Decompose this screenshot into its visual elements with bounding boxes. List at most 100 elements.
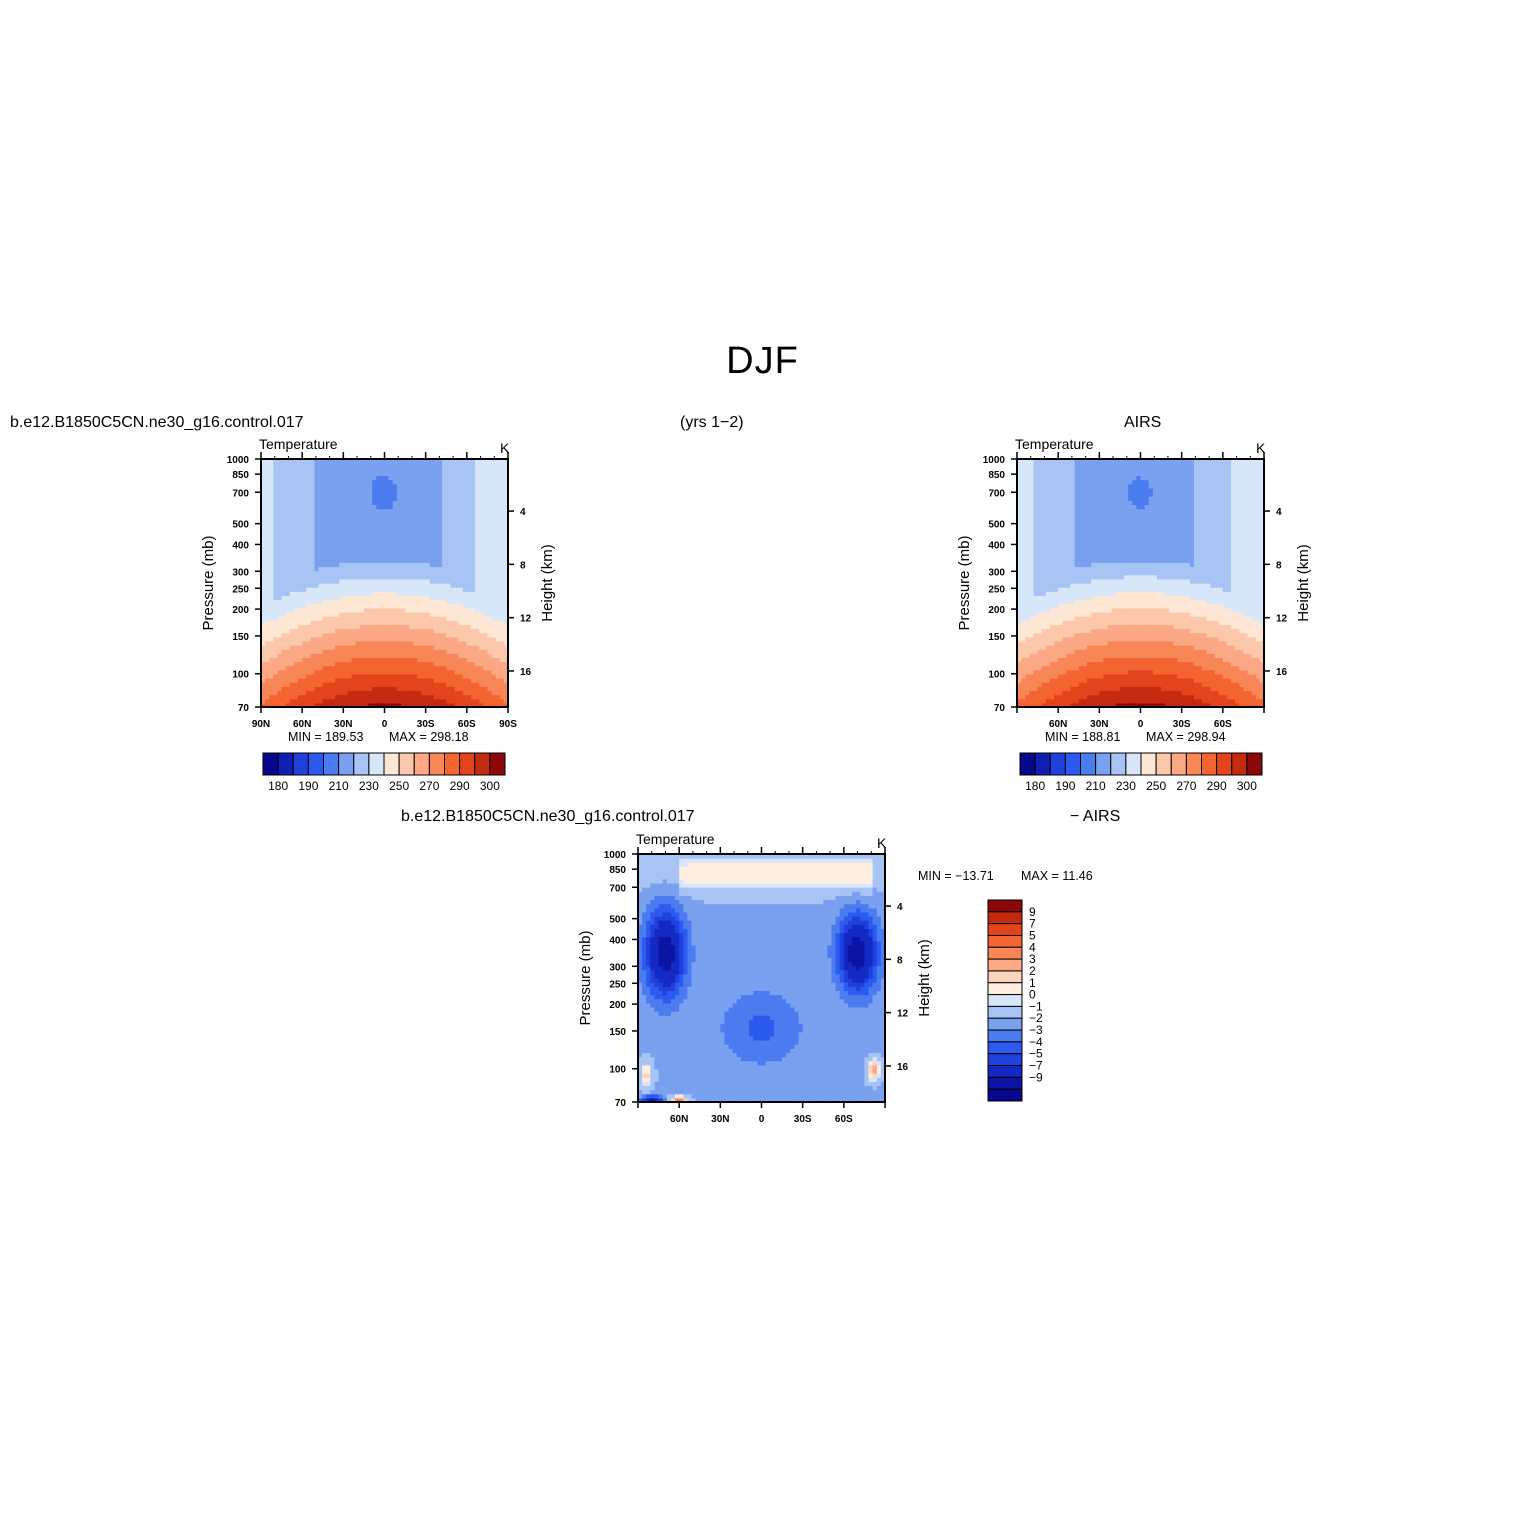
field-cell [306,487,311,493]
field-cell [458,549,464,555]
field-cell [384,624,390,630]
field-cell [1099,541,1105,547]
field-cell [392,500,398,506]
field-cell [1070,578,1076,584]
field-cell [454,640,460,646]
field-cell [372,583,377,588]
field-cell [503,673,509,679]
field-cell [1062,690,1067,696]
field-cell [372,525,377,530]
field-cell [400,640,406,646]
field-cell [392,463,398,468]
field-cell [1054,611,1059,617]
field-cell [372,537,377,543]
field-cell [1066,529,1072,534]
field-cell [458,496,464,501]
field-cell [495,541,501,547]
field-cell [335,570,340,576]
field-cell [1037,636,1043,642]
field-cell [1037,463,1043,468]
field-cell [491,496,497,501]
field-cell [1033,587,1039,592]
field-cell [442,624,447,630]
field-cell [1078,665,1084,671]
field-cell [1091,682,1096,687]
field-cell [446,690,451,696]
field-cell [1078,702,1084,708]
field-cell [322,521,328,526]
field-cell [483,508,489,514]
field-cell [1029,628,1035,634]
field-cell [438,475,443,481]
field-cell [326,562,332,568]
field-cell [281,628,287,634]
field-cell [409,541,414,547]
field-cell [310,620,316,625]
field-cell [1037,628,1043,634]
field-cell [1066,504,1072,510]
field-cell [396,628,402,634]
field-cell [289,599,295,605]
field-cell [376,459,381,464]
field-cell [359,545,365,551]
field-cell [470,516,476,522]
field-cell [388,607,394,613]
field-cell [1078,504,1084,510]
field-cell [1045,570,1051,576]
field-cell [438,603,443,609]
field-cell [1041,549,1047,555]
field-cell [1049,673,1055,679]
field-cell [318,487,324,493]
field-cell [392,636,398,642]
field-cell [417,624,423,630]
field-cell [400,500,406,506]
field-cell [421,657,427,663]
field-cell [1091,562,1096,568]
field-cell [405,487,410,493]
field-cell [1078,636,1084,642]
field-cell [396,554,402,559]
field-cell [450,620,456,625]
field-cell [450,673,456,679]
field-cell [438,616,443,621]
field-cell [273,595,279,601]
field-cell [450,479,456,485]
field-cell [470,508,476,514]
field-cell [499,562,505,568]
field-cell [293,682,299,687]
field-cell [289,628,295,634]
field-cell [425,459,431,464]
field-cell [413,686,419,692]
field-cell [298,578,303,584]
field-cell [359,533,365,539]
field-cell [1025,587,1030,592]
field-cell [499,459,505,464]
field-cell [454,583,460,588]
field-cell [343,673,349,679]
field-cell [1066,537,1072,543]
field-cell [446,496,451,501]
field-cell [326,467,332,472]
field-cell [438,583,443,588]
field-cell [458,504,464,510]
field-cell [1049,657,1055,663]
field-cell [442,516,447,522]
field-cell [450,595,456,601]
field-cell [285,669,291,675]
field-cell [446,682,451,687]
field-cell [499,508,505,514]
field-cell [380,500,386,506]
field-cell [429,624,435,630]
field-cell [396,591,402,596]
field-cell [487,595,493,601]
field-cell [466,603,472,609]
field-cell [446,475,451,481]
field-cell [347,479,353,485]
field-cell [405,508,410,514]
field-cell [1099,665,1105,671]
field-cell [400,496,406,501]
field-cell [339,628,344,634]
field-cell [1017,665,1022,671]
field-cell [1086,669,1092,675]
field-cell [392,649,398,654]
